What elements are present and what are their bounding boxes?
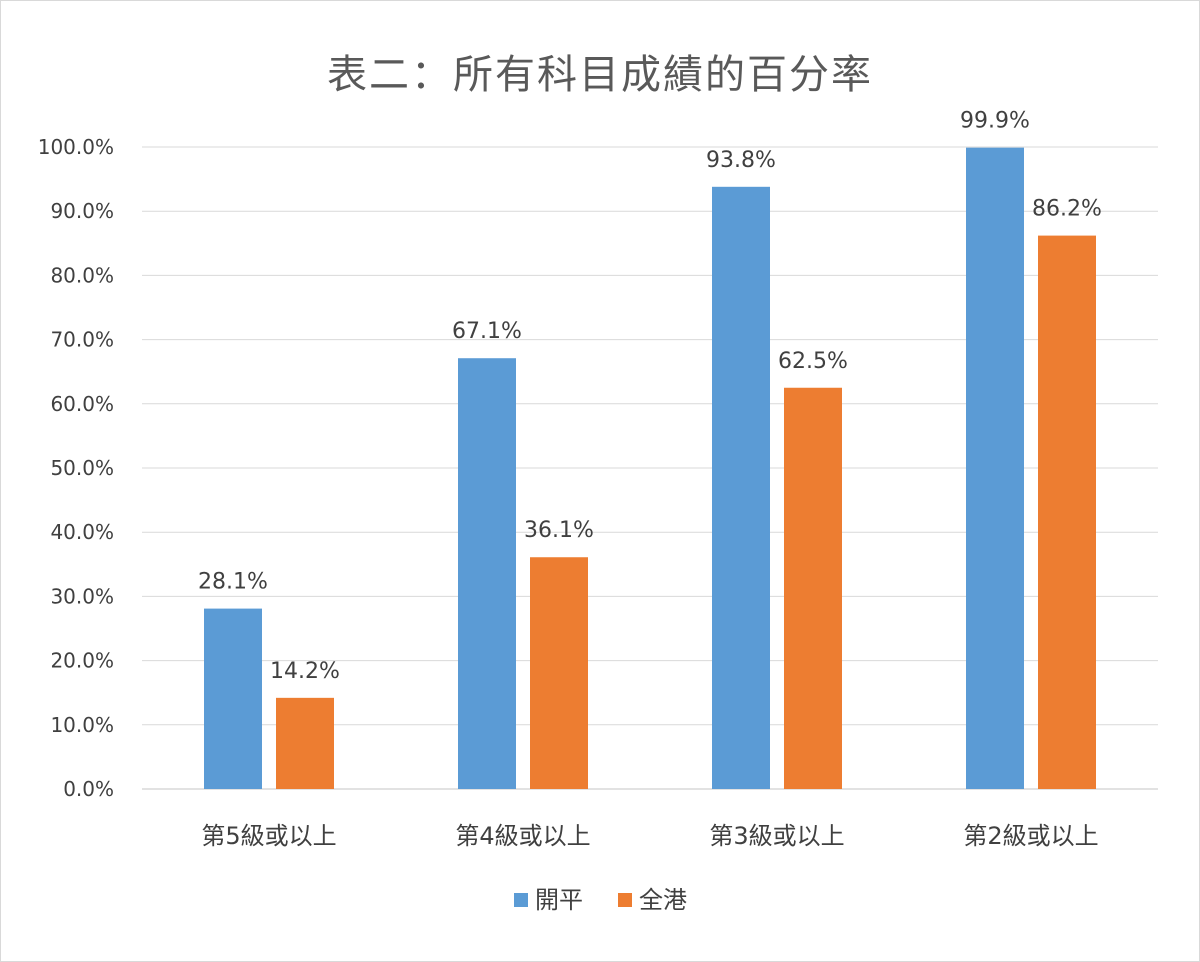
x-category-label: 第3級或以上 [709, 822, 844, 850]
bar [1038, 235, 1096, 789]
x-category-label: 第2級或以上 [963, 822, 1098, 850]
y-tick-label: 0.0% [63, 777, 114, 801]
bar [276, 697, 334, 789]
bar [784, 387, 842, 789]
x-axis-category-labels: 第5級或以上 第4級或以上 第3級或以上 第2級或以上 [201, 822, 1098, 850]
bar [966, 147, 1024, 790]
bar [712, 186, 770, 789]
bar [204, 608, 262, 789]
chart-title: 表二：所有科目成績的百分率 [327, 52, 873, 98]
legend-label: 全港 [639, 886, 687, 914]
legend: 開平 全港 [514, 886, 687, 914]
bar [530, 557, 588, 789]
legend-label: 開平 [535, 886, 583, 914]
y-tick-label: 20.0% [50, 649, 114, 673]
data-label: 62.5% [778, 349, 848, 374]
y-tick-label: 30.0% [50, 584, 114, 608]
data-label: 93.8% [706, 148, 776, 173]
y-tick-label: 70.0% [50, 328, 114, 352]
bars [204, 147, 1096, 790]
data-label: 67.1% [452, 319, 522, 344]
y-tick-label: 10.0% [50, 713, 114, 737]
data-label: 14.2% [270, 659, 340, 684]
y-tick-label: 90.0% [50, 199, 114, 223]
data-label: 36.1% [524, 518, 594, 543]
y-tick-label: 40.0% [50, 520, 114, 544]
legend-swatch [514, 893, 528, 907]
y-tick-label: 100.0% [38, 135, 114, 159]
y-tick-label: 80.0% [50, 263, 114, 287]
data-label: 86.2% [1032, 197, 1102, 222]
x-category-label: 第5級或以上 [201, 822, 336, 850]
data-labels: 28.1% 14.2% 67.1% 36.1% 93.8% 62.5% 99.9% 86.2% [198, 109, 1102, 684]
legend-swatch [618, 893, 632, 907]
y-tick-label: 50.0% [50, 456, 114, 480]
x-category-label: 第4級或以上 [455, 822, 590, 850]
data-label: 99.9% [960, 109, 1030, 134]
data-label: 28.1% [198, 570, 268, 595]
y-axis-tick-labels: 0.0% 10.0% 20.0% 30.0% 40.0% 50.0% 60.0% 70.0% 8… [38, 135, 114, 801]
y-tick-label: 60.0% [50, 392, 114, 416]
bar [458, 358, 516, 789]
